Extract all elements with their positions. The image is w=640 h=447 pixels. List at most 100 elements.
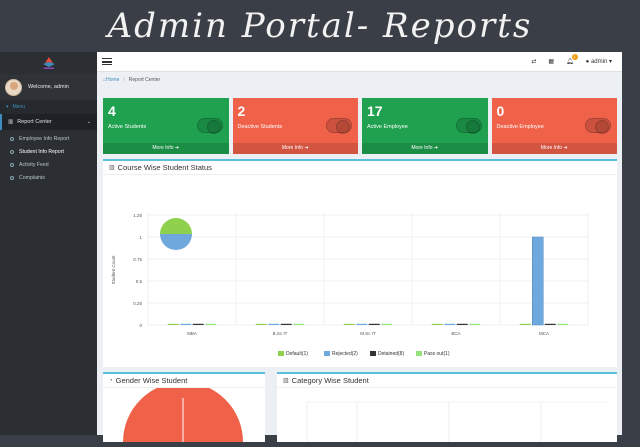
bar [469,323,481,325]
bar [167,323,179,325]
category-title: ▥ Category Wise Student [277,374,617,388]
pie-chart-icon: ◔ [109,377,113,384]
hamburger-icon[interactable] [102,58,112,65]
caret-down-icon: ▾ [608,59,612,65]
toggle-icon [455,118,482,134]
y-tick-label: 1 [139,235,142,240]
card-label: Active Employee [367,124,408,130]
gender-chart [123,382,243,442]
bar [180,323,192,325]
x-tick-label: M.Sc IT [360,331,376,336]
circle-icon [10,175,14,180]
pie-slice [160,218,192,234]
toggle-icon [585,118,611,134]
logo-area [0,52,97,74]
more-info-link[interactable]: More Info ➜ [103,143,229,154]
more-info-label: More Info [411,145,433,151]
category-chart [306,401,607,442]
bar [557,323,569,325]
circle-icon [10,162,14,167]
category-panel: ▥ Category Wise Student [277,372,617,442]
home-icon: ⌂ [103,77,107,83]
breadcrumb-current: Report Center [128,77,161,83]
sidebar: Welcome, admin ▾ Menu ▥ Report Center ⌄ … [0,52,97,435]
gender-title: ◔ Gender Wise Student [103,374,265,388]
bar [255,323,267,325]
circle-icon [10,136,14,141]
x-tick-label: MBA [187,331,197,336]
gender-title-text: Gender Wise Student [115,376,188,385]
main-content: ⌂Home / Report Center 4 Active Students … [97,72,622,442]
avatar [5,78,22,96]
bar [381,323,393,325]
user-icon: ● [585,59,590,65]
stat-cards: 4 Active Students More Info ➜ 2 Deactive… [103,98,617,154]
course-chart-title: ▥ Course Wise Student Status [103,161,617,175]
bar [431,323,443,325]
menu-toggle[interactable]: ▾ Menu [0,100,97,114]
bar [519,323,531,325]
y-tick-label: 1.25 [133,213,142,218]
card-deactive-employee: 0 Deactive Employee More Info ➜ [491,98,617,154]
user-menu[interactable]: ● admin ▾ [586,58,612,65]
course-chart-panel: ▥ Course Wise Student Status 0 0.25 0.5 0.7… [103,159,617,367]
pie-slice [160,234,192,250]
bar-chart-icon: ▥ [109,165,115,171]
y-tick-label: 0.25 [133,301,142,306]
legend-label: Pass out(1) [424,351,450,357]
top-icons: ⇄ ▦ 🔔︎ 1 ● admin ▾ [531,54,612,65]
legend-swatch [324,351,330,356]
breadcrumb-separator: / [123,77,125,83]
sidebar-item-student-info[interactable]: Student Info Report [0,145,97,158]
more-info-label: More Info [281,145,304,151]
sidebar-item-activity-feed[interactable]: Activity Feed [0,158,97,171]
grid-icon[interactable]: ▦ [548,59,555,65]
more-info-label: More Info [540,145,563,151]
legend-label: Default(1) [286,351,308,357]
y-tick-label: 0 [139,323,142,328]
sidebar-item-employee-info[interactable]: Employee Info Report [0,132,97,145]
nav-report-center[interactable]: ▥ Report Center ⌄ [0,114,97,130]
card-label: Deactive Students [237,124,283,130]
arrow-circle-right-icon: ➜ [304,145,309,151]
breadcrumb: ⌂Home / Report Center [97,72,622,88]
more-info-label: More Info [152,145,174,151]
legend-label: Rejected(2) [332,351,358,357]
page-heading: Admin Portal- Reports [107,6,533,46]
more-info-link[interactable]: More Info ➜ [232,143,358,154]
card-label: Deactive Employee [496,124,544,130]
bar [192,323,204,325]
course-chart-title-text: Course Wise Student Status [117,163,212,172]
legend-label: Detained(8) [378,351,404,357]
breadcrumb-home[interactable]: ⌂Home [103,77,119,83]
bell-icon[interactable]: 🔔︎ 1 [566,54,578,65]
more-info-link[interactable]: More Info ➜ [491,143,617,154]
card-deactive-students: 2 Deactive Students More Info ➜ [232,98,358,154]
user-menu-label: admin [590,59,608,65]
arrow-circle-right-icon: ➜ [563,145,568,151]
bar [343,323,355,325]
y-axis-label: Student Count [111,255,116,285]
user-name: Welcome, admin [28,84,69,90]
language-icon[interactable]: ⇄ [531,59,537,65]
bar [280,323,292,325]
bar [532,236,544,326]
logo-icon [42,57,55,69]
top-navbar: ⇄ ▦ 🔔︎ 1 ● admin ▾ [97,52,622,72]
y-tick-label: 0.5 [136,279,143,284]
card-active-students: 4 Active Students More Info ➜ [103,98,229,154]
sidebar-item-label: Student Info Report [19,148,64,155]
category-title-text: Category Wise Student [291,376,369,385]
arrow-circle-right-icon: ➜ [433,145,439,151]
admin-app: Welcome, admin ▾ Menu ▥ Report Center ⌄ … [0,52,622,442]
more-info-link[interactable]: More Info ➜ [362,143,488,154]
bar [444,323,456,325]
menu-label: Menu [12,104,26,110]
legend-swatch [416,351,422,356]
sidebar-item-complaints[interactable]: Complaints [0,171,97,184]
bar [356,323,368,325]
card-count: 17 [367,103,383,119]
x-tick-label: MCA [539,331,549,336]
card-label: Active Students [108,124,147,130]
x-tick-label: B.Sc IT [273,331,288,336]
